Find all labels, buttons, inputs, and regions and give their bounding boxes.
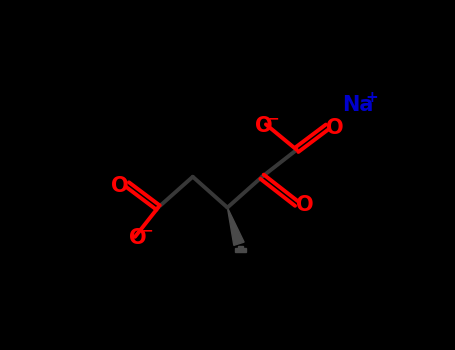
Text: O: O — [296, 195, 313, 215]
Text: O: O — [111, 176, 128, 196]
Text: Na: Na — [343, 95, 374, 115]
Polygon shape — [228, 208, 244, 245]
Text: O: O — [326, 118, 344, 138]
Bar — [238, 246, 243, 251]
Text: +: + — [366, 90, 379, 105]
Text: −: − — [142, 224, 153, 238]
Text: −: − — [268, 111, 279, 125]
Bar — [235, 248, 246, 252]
Text: O: O — [255, 116, 273, 136]
Text: O: O — [128, 228, 146, 248]
